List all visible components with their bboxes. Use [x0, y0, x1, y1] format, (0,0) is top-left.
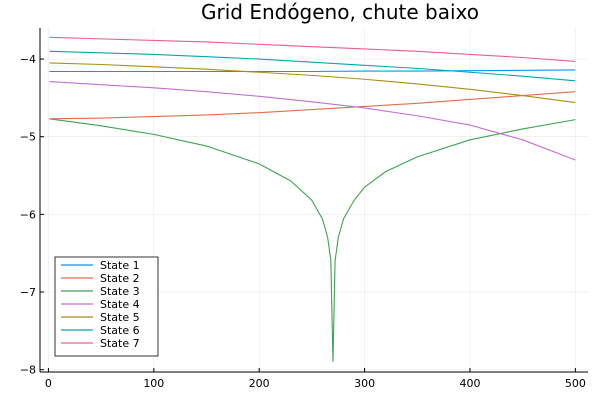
y-tick-label: −7 [20, 286, 36, 299]
legend-label: State 1 [100, 259, 140, 272]
x-tick-label: 500 [565, 377, 586, 390]
y-tick-label: −8 [20, 364, 36, 377]
axes: 0 100 200 300 400 500 −8 −7 −6 −5 −4 [20, 28, 588, 390]
legend-label: State 7 [100, 337, 140, 350]
grid [40, 28, 588, 372]
x-tick-label: 0 [45, 377, 52, 390]
y-tick-label: −5 [20, 131, 36, 144]
x-tick-label: 300 [354, 377, 375, 390]
series-line-state-3 [49, 118, 576, 362]
legend-label: State 6 [100, 324, 140, 337]
legend-box [54, 256, 159, 357]
legend-label: State 5 [100, 311, 140, 324]
legend-label: State 2 [100, 272, 140, 285]
series-line-state-4 [49, 81, 576, 161]
y-tick-label: −4 [20, 53, 36, 66]
series-layer [49, 36, 576, 362]
series-line-state-7 [49, 36, 576, 62]
series-line-state-5 [49, 62, 576, 104]
x-tick-label: 200 [249, 377, 270, 390]
series-line-state-6 [49, 50, 576, 82]
legend-label: State 3 [100, 285, 140, 298]
x-tick-label: 100 [143, 377, 164, 390]
x-tick-label: 400 [459, 377, 480, 390]
series-line-state-1 [49, 69, 576, 73]
legend-label: State 4 [100, 298, 140, 311]
series-line-state-2 [49, 91, 576, 120]
chart-title: Grid Endógeno, chute baixo [201, 0, 479, 24]
y-tick-label: −6 [20, 208, 36, 221]
